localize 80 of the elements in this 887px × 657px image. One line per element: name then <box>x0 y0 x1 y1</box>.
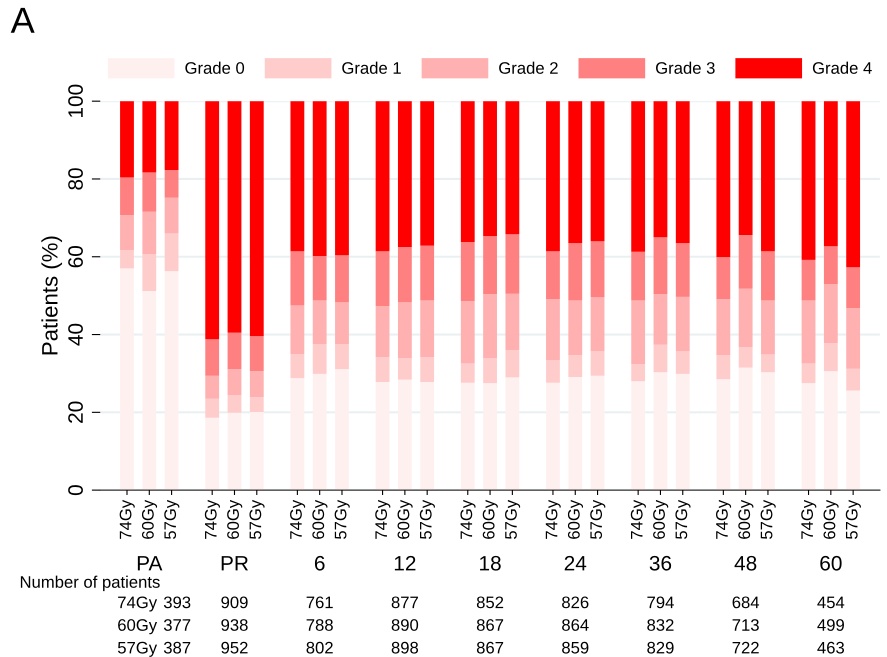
text: 864 <box>562 619 589 631</box>
text: 867 <box>476 642 504 654</box>
y-tick-label: 0 <box>68 485 83 496</box>
text: 12 <box>394 556 416 570</box>
text: 713 <box>732 619 759 631</box>
x-tick-label: 74Gy <box>801 500 816 539</box>
x-tick-label: 57Gy <box>590 500 606 540</box>
text: 393 <box>164 596 190 608</box>
y-tick-label: 100 <box>68 84 83 117</box>
text: 722 <box>732 642 759 654</box>
chart-title: A <box>10 8 35 33</box>
text: 898 <box>392 642 418 654</box>
text: 938 <box>221 619 248 631</box>
text: 36 <box>650 556 672 571</box>
text: 6 <box>314 556 325 571</box>
text: Number of patients <box>20 576 160 592</box>
text: 60Gy <box>118 619 158 634</box>
text: 852 <box>476 596 504 608</box>
text: 794 <box>647 596 674 608</box>
y-tick-label: 60 <box>68 246 83 268</box>
legend-label: Grade 4 <box>812 62 872 74</box>
x-tick-label: 74Gy <box>716 500 732 539</box>
x-tick-label: 57Gy <box>505 500 520 540</box>
text: 802 <box>306 642 333 654</box>
x-tick-label: 57Gy <box>675 500 691 540</box>
text: 877 <box>392 596 418 608</box>
text: 761 <box>306 596 333 608</box>
x-tick-label: 60Gy <box>738 500 754 539</box>
x-tick-label: 57Gy <box>420 500 435 540</box>
x-tick-label: 74Gy <box>546 500 561 539</box>
text: 387 <box>164 642 190 654</box>
y-tick-label: 40 <box>68 324 83 346</box>
y-tick-label: 80 <box>68 168 83 190</box>
x-tick-label: 74Gy <box>630 500 646 539</box>
x-tick-label: 60Gy <box>142 500 158 539</box>
text: 60 <box>820 556 842 571</box>
text: 788 <box>306 619 333 631</box>
text: 890 <box>392 619 418 631</box>
legend-label: Grade 0 <box>185 62 244 74</box>
x-tick-label: 57Gy <box>164 500 180 540</box>
y-tick-label: 20 <box>68 402 83 423</box>
x-tick-label: 74Gy <box>120 500 135 539</box>
text: 454 <box>817 596 844 608</box>
text: 57Gy <box>118 642 158 657</box>
text: PA <box>138 556 162 570</box>
text: 499 <box>817 619 844 631</box>
text: 463 <box>817 642 844 654</box>
text: 952 <box>221 642 248 654</box>
x-tick-label: 57Gy <box>760 500 776 540</box>
x-tick-label: 60Gy <box>653 500 668 539</box>
text: 867 <box>476 619 504 631</box>
legend-label: Grade 3 <box>656 62 715 74</box>
text: 832 <box>647 619 674 631</box>
x-tick-label: 74Gy <box>290 500 306 539</box>
text: 909 <box>221 596 248 608</box>
x-tick-label: 74Gy <box>375 500 390 539</box>
text: 826 <box>562 596 588 608</box>
x-tick-label: 74Gy <box>204 500 220 539</box>
x-tick-label: 60Gy <box>312 500 328 539</box>
text: 18 <box>480 556 501 571</box>
legend-label: Grade 1 <box>342 62 401 74</box>
text: 24 <box>564 556 586 570</box>
text: 377 <box>164 619 190 631</box>
text: 859 <box>562 642 588 654</box>
x-tick-label: 74Gy <box>460 500 476 539</box>
y-axis-title: Patients (%) <box>41 236 62 354</box>
text: 48 <box>734 556 756 571</box>
text: PR <box>222 556 248 570</box>
text: 684 <box>732 596 760 608</box>
x-tick-label: 57Gy <box>334 500 350 540</box>
legend-label: Grade 2 <box>499 62 558 74</box>
x-tick-label: 60Gy <box>824 500 839 539</box>
text: 829 <box>647 642 674 654</box>
x-tick-label: 60Gy <box>398 500 413 539</box>
x-tick-label: 57Gy <box>249 500 265 540</box>
text: 74Gy <box>118 596 158 612</box>
x-tick-label: 57Gy <box>846 500 861 540</box>
x-tick-label: 60Gy <box>568 500 584 539</box>
x-tick-label: 60Gy <box>482 500 498 539</box>
x-tick-label: 60Gy <box>227 500 242 539</box>
